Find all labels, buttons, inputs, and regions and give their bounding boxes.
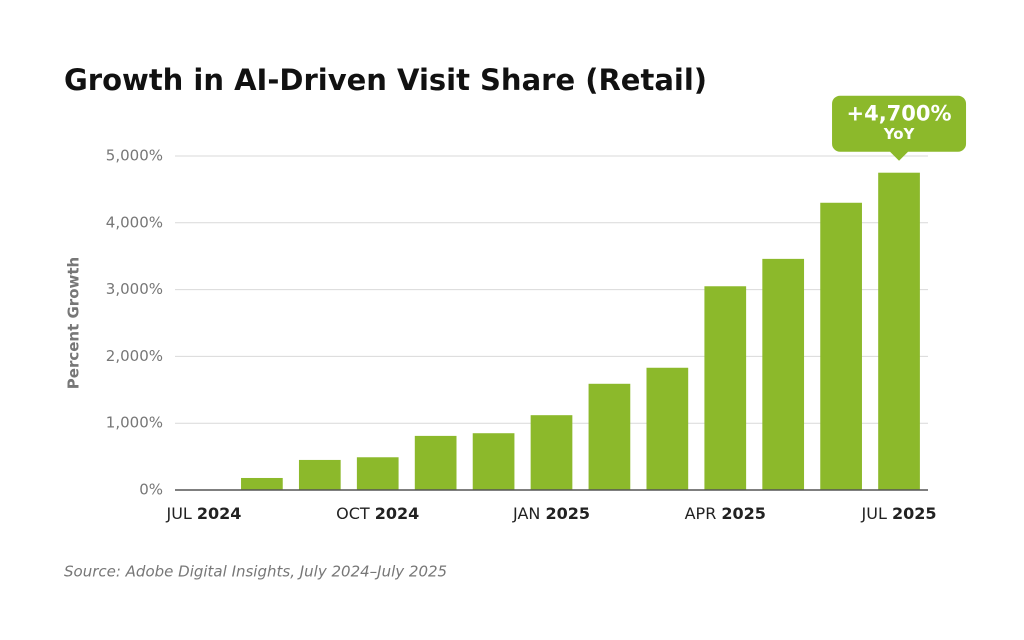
bar [588,383,631,490]
bar [762,258,805,490]
bar [356,457,399,490]
bar [704,286,747,490]
annotation-box [832,95,967,161]
x-tick-label: JUL 2024 [165,504,241,523]
x-tick-label: JAN 2025 [512,504,590,523]
x-tick-label: APR 2025 [685,504,766,523]
bar [878,172,920,490]
y-tick-label: 5,000% [106,147,163,165]
bar [298,459,341,490]
bar [414,435,457,490]
x-tick-label: OCT 2024 [336,504,419,523]
bar [472,433,515,490]
bar [646,367,689,490]
annotation-text: +4,700% [847,102,952,126]
y-tick-label: 3,000% [106,280,163,298]
y-tick-label: 4,000% [106,213,163,231]
bar [241,477,283,490]
y-tick-label: 2,000% [106,347,163,365]
bar [820,202,862,490]
y-tick-label: 0% [139,481,163,499]
bar [530,415,573,490]
y-tick-label: 1,000% [106,414,163,432]
x-tick-label: JUL 2025 [861,504,937,523]
annotation-subtext: YoY [883,125,916,143]
source-note: Source: Adobe Digital Insights, July 202… [64,563,447,581]
y-axis-label: Percent Growth [65,257,83,389]
chart-title: Growth in AI-Driven Visit Share (Retail) [64,63,707,97]
